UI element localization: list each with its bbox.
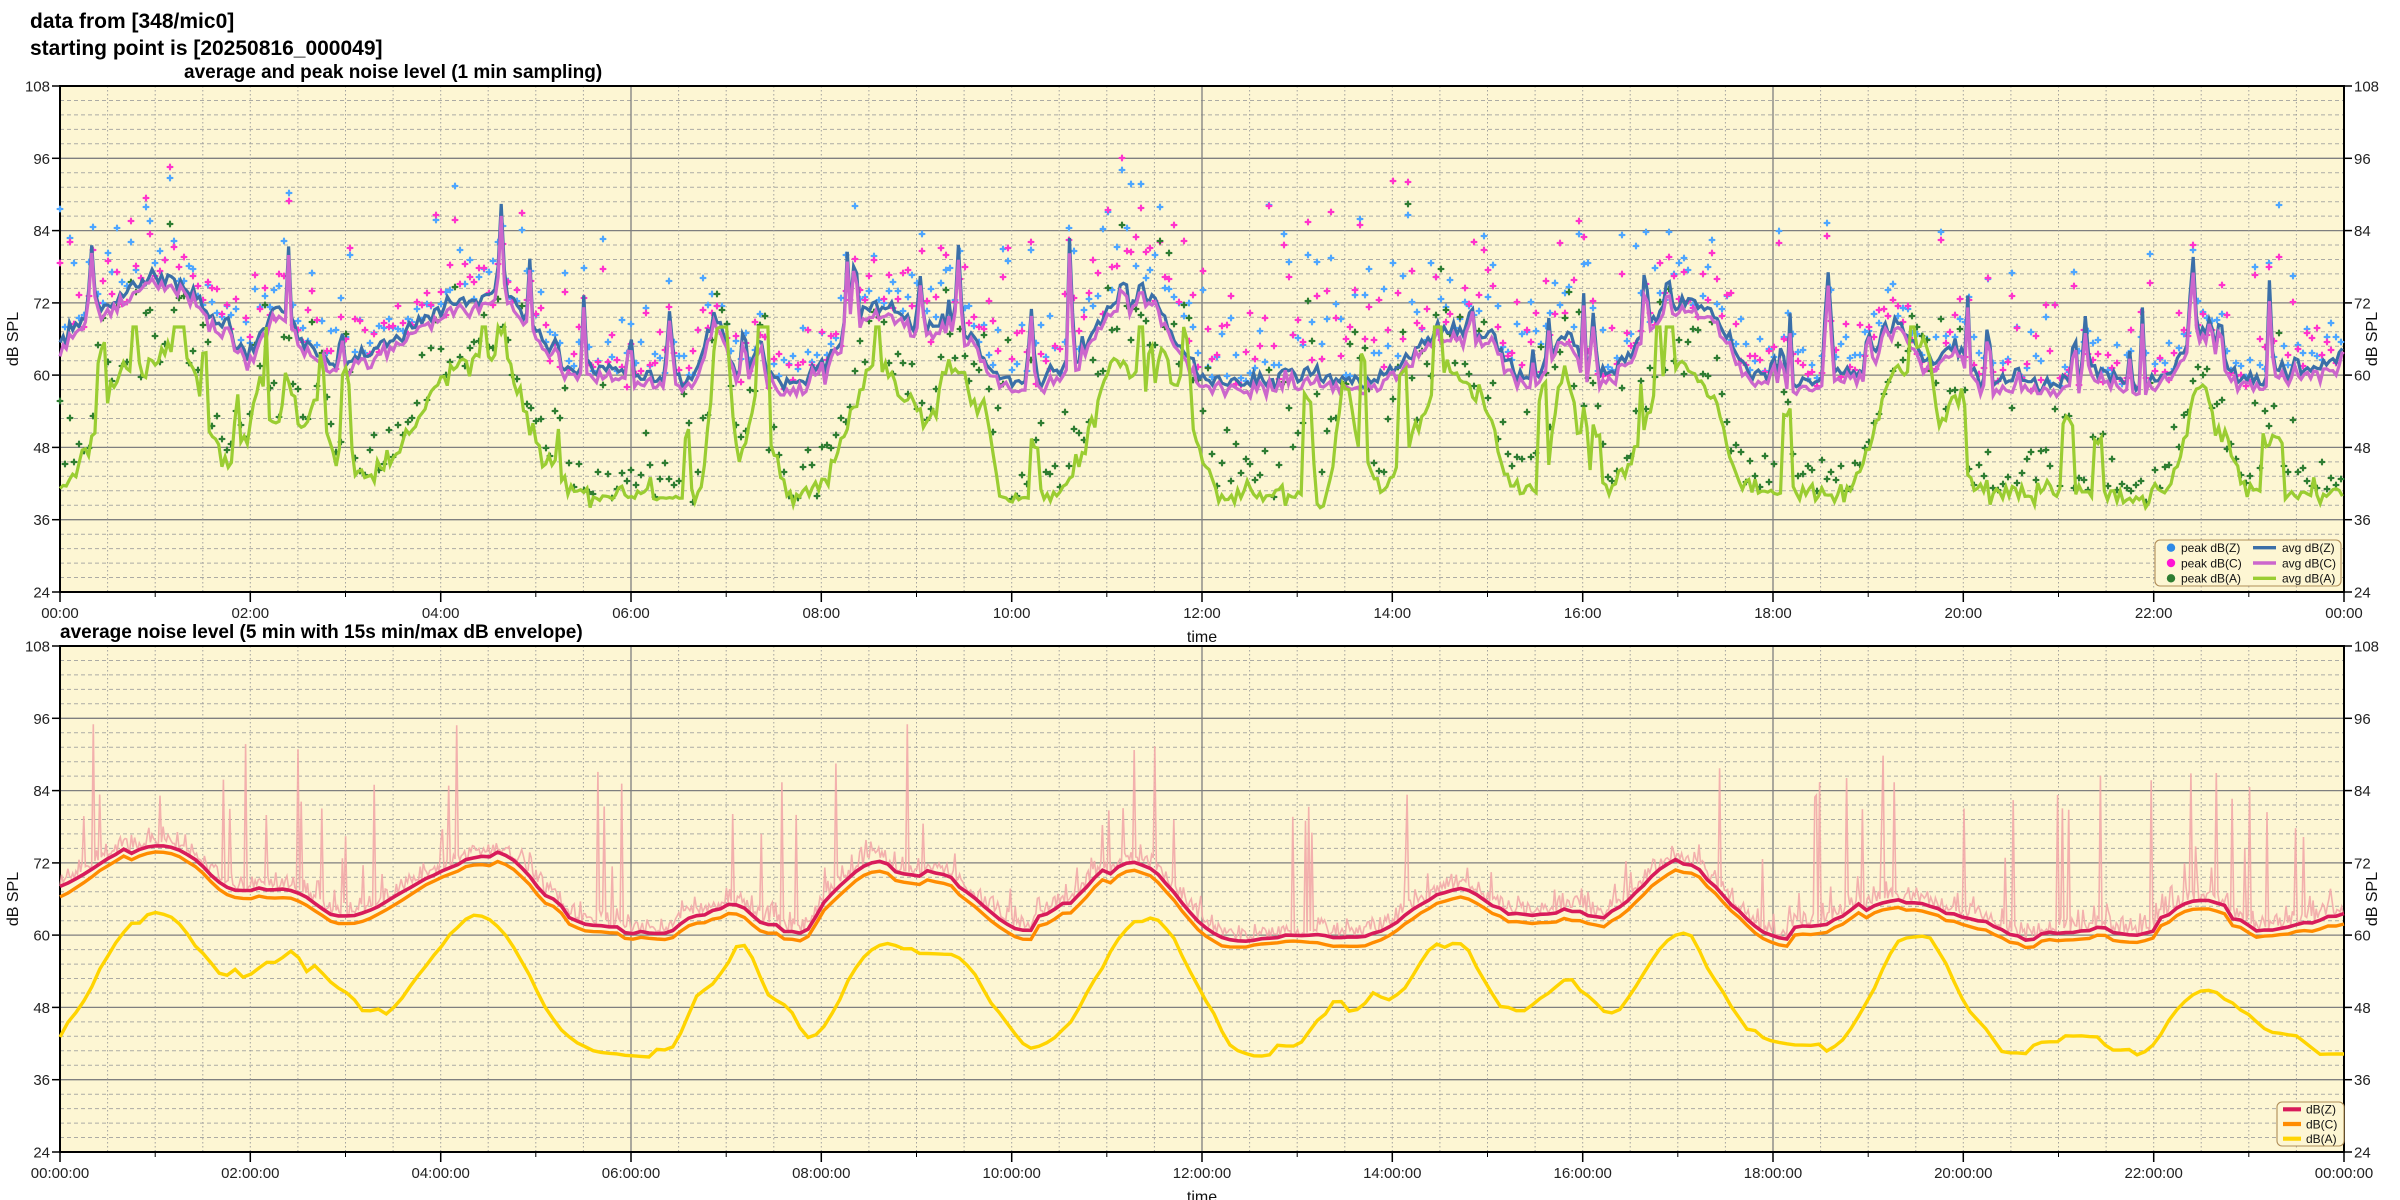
svg-text:18:00:00: 18:00:00 [1744, 1165, 1802, 1182]
svg-text:96: 96 [2354, 151, 2371, 168]
svg-text:14:00:00: 14:00:00 [1363, 1165, 1421, 1182]
svg-text:24: 24 [33, 585, 50, 602]
svg-text:20:00:00: 20:00:00 [1934, 1165, 1992, 1182]
svg-text:96: 96 [2354, 711, 2371, 728]
svg-text:108: 108 [25, 79, 50, 96]
svg-text:02:00:00: 02:00:00 [221, 1165, 279, 1182]
svg-text:72: 72 [2354, 295, 2371, 312]
svg-text:04:00:00: 04:00:00 [412, 1165, 470, 1182]
svg-text:00:00:00: 00:00:00 [2315, 1165, 2373, 1182]
svg-text:84: 84 [2354, 223, 2371, 240]
svg-text:48: 48 [33, 1000, 50, 1017]
svg-text:24: 24 [33, 1145, 50, 1162]
svg-text:48: 48 [2354, 1000, 2371, 1017]
svg-text:06:00:00: 06:00:00 [602, 1165, 660, 1182]
svg-text:12:00:00: 12:00:00 [1173, 1165, 1231, 1182]
svg-text:08:00:00: 08:00:00 [792, 1165, 850, 1182]
svg-text:time: time [1187, 1189, 1217, 1200]
svg-text:dB SPL: dB SPL [5, 872, 22, 926]
svg-text:48: 48 [33, 440, 50, 457]
svg-text:108: 108 [2354, 79, 2379, 96]
svg-text:24: 24 [2354, 1145, 2371, 1162]
svg-text:avg dB(C): avg dB(C) [2282, 556, 2336, 570]
svg-text:avg dB(Z): avg dB(Z) [2282, 541, 2335, 555]
svg-text:10:00:00: 10:00:00 [983, 1165, 1041, 1182]
svg-text:48: 48 [2354, 440, 2371, 457]
svg-text:36: 36 [33, 512, 50, 529]
svg-text:108: 108 [25, 639, 50, 656]
svg-text:16:00:00: 16:00:00 [1554, 1165, 1612, 1182]
svg-text:dB(A): dB(A) [2306, 1132, 2337, 1146]
svg-text:peak dB(A): peak dB(A) [2181, 572, 2241, 586]
svg-text:60: 60 [2354, 928, 2371, 945]
svg-text:22:00:00: 22:00:00 [2125, 1165, 2183, 1182]
svg-text:dB SPL: dB SPL [2364, 312, 2381, 366]
svg-text:96: 96 [33, 151, 50, 168]
svg-text:96: 96 [33, 711, 50, 728]
svg-text:36: 36 [2354, 512, 2371, 529]
svg-text:72: 72 [33, 855, 50, 872]
svg-text:avg dB(A): avg dB(A) [2282, 572, 2335, 586]
svg-text:peak dB(C): peak dB(C) [2181, 556, 2242, 570]
svg-text:36: 36 [33, 1072, 50, 1089]
svg-text:72: 72 [33, 295, 50, 312]
svg-text:84: 84 [33, 783, 50, 800]
svg-text:60: 60 [33, 928, 50, 945]
svg-text:peak dB(Z): peak dB(Z) [2181, 541, 2240, 555]
svg-text:36: 36 [2354, 1072, 2371, 1089]
svg-text:72: 72 [2354, 855, 2371, 872]
svg-text:108: 108 [2354, 639, 2379, 656]
svg-text:dB SPL: dB SPL [5, 312, 22, 366]
svg-text:60: 60 [33, 368, 50, 385]
svg-text:dB SPL: dB SPL [2364, 872, 2381, 926]
svg-text:60: 60 [2354, 368, 2371, 385]
svg-text:dB(Z): dB(Z) [2306, 1103, 2336, 1117]
svg-text:dB(C): dB(C) [2306, 1117, 2337, 1131]
svg-text:00:00:00: 00:00:00 [31, 1165, 89, 1182]
svg-text:84: 84 [2354, 783, 2371, 800]
svg-text:24: 24 [2354, 585, 2371, 602]
svg-text:84: 84 [33, 223, 50, 240]
